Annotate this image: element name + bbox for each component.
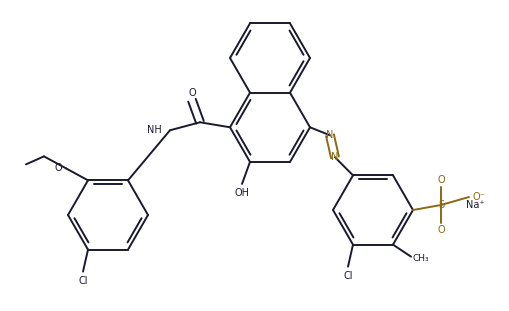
Text: Cl: Cl [78, 276, 88, 285]
Text: Cl: Cl [343, 271, 353, 281]
Text: CH₃: CH₃ [413, 254, 430, 263]
Text: O: O [437, 175, 445, 185]
Text: OH: OH [235, 188, 249, 198]
Text: N: N [331, 152, 338, 162]
Text: O: O [54, 163, 62, 173]
Text: O⁻: O⁻ [473, 192, 486, 202]
Text: N: N [326, 130, 334, 140]
Text: O: O [437, 225, 445, 235]
Text: NH: NH [147, 125, 162, 135]
Text: O: O [188, 88, 196, 98]
Text: Na⁺: Na⁺ [466, 200, 484, 210]
Text: S: S [438, 200, 444, 210]
